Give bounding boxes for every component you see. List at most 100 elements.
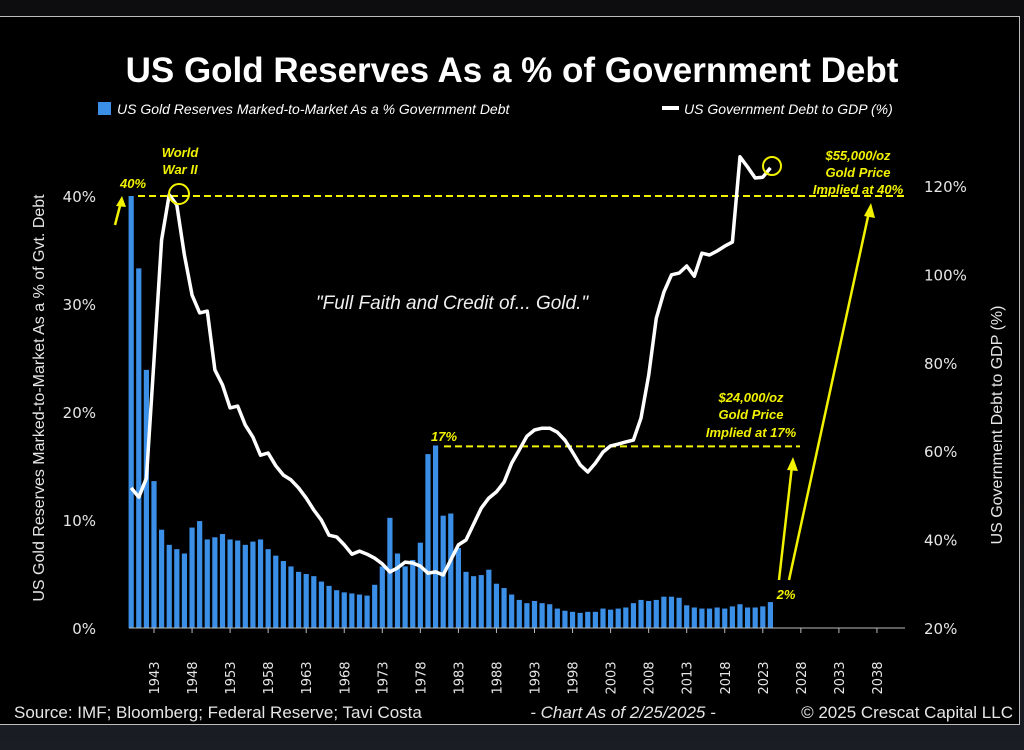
bar-2012 [676,597,682,628]
bar-1970 [356,594,363,628]
bar-1960 [280,561,286,628]
legend-swatch-bar [98,102,111,115]
bar-1984 [463,571,469,628]
y-tick-right-40: 40% [924,532,957,550]
y-tick-left-30: 30% [63,296,96,314]
x-tick-label-1948: 1948 [186,661,201,694]
bar-1942 [143,369,149,628]
bar-1997 [562,610,568,628]
bar-1951 [212,537,218,628]
bar-1967 [334,590,340,628]
bar-1949 [197,521,203,628]
footer-date: - Chart As of 2/25/2025 - [530,703,716,722]
x-tick-label-2038: 2038 [871,661,886,694]
bar-1946 [174,549,180,628]
annotation-24k-line1: $24,000/oz [717,390,784,405]
x-tick-label-2033: 2033 [833,661,848,694]
bar-1954 [235,540,241,628]
bar-2002 [600,608,606,628]
x-tick-label-2003: 2003 [605,661,620,694]
x-tick-label-1968: 1968 [338,661,353,694]
bar-2019 [729,606,735,628]
x-tick-label-2023: 2023 [757,661,772,694]
bar-1996 [554,608,560,628]
bar-1956 [250,541,256,628]
legend-swatch-line [662,106,679,110]
bar-1986 [478,575,484,628]
annotation-2-label: 2% [776,587,796,602]
bar-2003 [608,609,614,628]
bar-1987 [486,569,492,628]
bar-2017 [714,607,720,628]
annotation-55k-line2: Gold Price [825,165,890,180]
bar-1992 [524,603,530,628]
legend-label-bar: US Gold Reserves Marked-to-Market As a %… [117,101,511,117]
legend-label-line: US Government Debt to GDP (%) [684,101,893,117]
bar-1964 [311,576,317,628]
y-tick-left-0: 0% [72,620,96,638]
bar-2021 [744,607,751,628]
bar-1957 [257,539,264,628]
bar-1944 [159,529,165,628]
footer-copyright: © 2025 Crescat Capital LLC [801,703,1013,722]
bar-2022 [752,607,758,628]
bar-1975 [394,553,401,628]
x-tick-label-1978: 1978 [414,661,429,694]
bar-1980 [432,445,439,628]
x-tick-label-1953: 1953 [224,661,239,694]
bar-1963 [303,574,309,628]
y-ticks-right: 20% 40% 60% 80% 100% 120% [924,178,967,638]
arrow-17-shaft [777,465,794,581]
bar-1941 [136,268,142,628]
annotation-40-label: 40% [119,176,146,191]
x-tick-label-2018: 2018 [719,661,734,694]
bar-1945 [166,544,172,628]
legend: US Gold Reserves Marked-to-Market As a %… [98,101,893,117]
bar-1950 [204,539,210,628]
annotation-17-label: 17% [431,429,457,444]
bar-1955 [242,544,248,628]
y-tick-left-20: 20% [63,404,96,422]
current-debt-circle [762,156,782,176]
bar-1979 [425,454,431,628]
bar-2023 [760,606,766,628]
bar-2013 [684,605,690,628]
y-axis-label-right: US Government Debt to GDP (%) [989,306,1006,545]
bar-1998 [569,611,576,628]
x-tick-label-1998: 1998 [567,661,582,694]
x-ticks: 1943 1948 1953 1958 1963 1968 1973 1978 1983 1988… [148,628,886,695]
y-tick-right-80: 80% [924,355,957,373]
y-ticks-left: 0% 10% 20% 30% 40% [63,188,96,638]
bar-1961 [288,566,294,628]
x-tick-label-1943: 1943 [148,661,163,694]
bar-1976 [402,566,408,628]
bar-1952 [219,534,226,628]
bar-1971 [364,595,370,628]
bar-2007 [638,599,644,628]
y-tick-left-40: 40% [63,188,96,206]
y-tick-left-10: 10% [63,512,96,530]
annotation-24k-line2: Gold Price [718,407,783,422]
bar-2004 [615,608,621,628]
bar-2014 [691,607,697,628]
bar-1958 [265,549,271,628]
bar-1995 [547,604,553,628]
footer-source: Source: IMF; Bloomberg; Federal Reserve;… [14,703,422,722]
bar-1962 [295,571,302,628]
y-axis-label-left: US Gold Reserves Marked-to-Market As a %… [31,194,48,602]
bar-1982 [448,513,454,628]
y-tick-right-60: 60% [924,443,957,461]
bar-2010 [661,596,667,628]
bar-1972 [372,584,378,628]
bar-1983 [455,548,461,628]
bar-2015 [699,608,705,628]
bar-1994 [539,603,545,628]
x-tick-label-2013: 2013 [681,661,696,694]
annotation-55k-line1: $55,000/oz [824,148,891,163]
x-tick-label-2028: 2028 [795,661,810,694]
bar-2001 [592,611,598,628]
bar-1977 [410,559,416,628]
bar-1989 [501,588,507,628]
x-tick-label-2008: 2008 [643,661,658,694]
x-tick-label-1988: 1988 [490,661,505,694]
